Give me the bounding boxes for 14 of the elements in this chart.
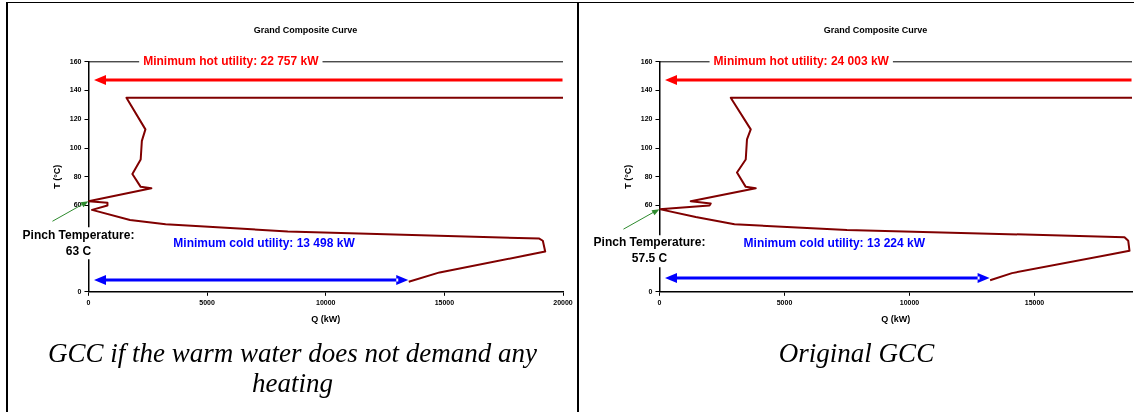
annotation: Minimum cold utility: 13 498 kW — [173, 236, 356, 251]
annotation: Minimum hot utility: 22 757 kW — [143, 54, 320, 69]
x-axis-title: Q (kW) — [311, 314, 341, 325]
chart-title: Grand Composite Curve — [823, 24, 928, 35]
text: Original GCC — [777, 338, 936, 368]
y-axis-title: T (°C) — [622, 164, 633, 189]
x-axis-title: Q (kW) — [881, 314, 911, 325]
annotation: Minimum hot utility: 24 003 kW — [713, 54, 890, 69]
annotation: Pinch Temperature: 63 C — [22, 227, 135, 258]
annotation: Minimum cold utility: 13 224 kW — [743, 236, 926, 251]
text: GCC if the warm water does not demand any heating — [47, 338, 538, 398]
annotation: Pinch Temperature: 57.5 C — [593, 235, 706, 266]
y-axis-title: T (°C) — [51, 164, 62, 189]
chart-title: Grand Composite Curve — [253, 24, 358, 35]
